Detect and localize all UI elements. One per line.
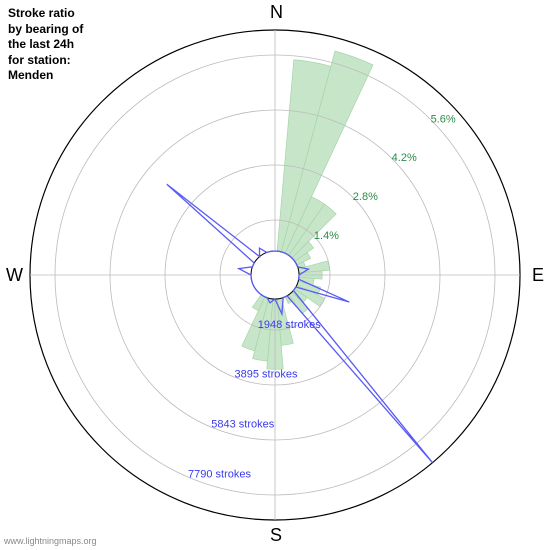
cardinal-s: S (270, 525, 282, 546)
svg-text:5843 strokes: 5843 strokes (211, 418, 274, 430)
svg-text:3895 strokes: 3895 strokes (235, 369, 298, 381)
svg-text:1948 strokes: 1948 strokes (258, 319, 321, 331)
cardinal-e: E (532, 265, 544, 286)
svg-text:4.2%: 4.2% (392, 152, 417, 164)
svg-text:1.4%: 1.4% (314, 230, 339, 242)
svg-text:2.8%: 2.8% (353, 191, 378, 203)
chart-title: Stroke ratio by bearing of the last 24h … (8, 6, 83, 84)
svg-text:5.6%: 5.6% (431, 113, 456, 125)
attribution-footer: www.lightningmaps.org (4, 536, 97, 546)
cardinal-n: N (270, 2, 283, 23)
svg-text:7790 strokes: 7790 strokes (188, 468, 251, 480)
cardinal-w: W (6, 265, 23, 286)
